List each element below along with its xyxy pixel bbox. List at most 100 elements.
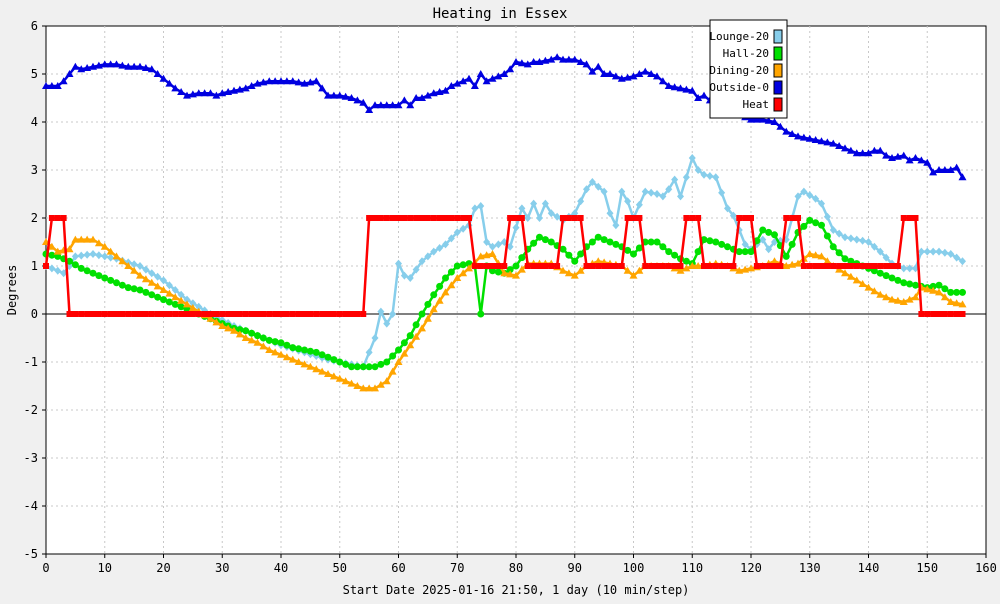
outside-0-point	[53, 82, 62, 89]
dining-20-point	[294, 358, 303, 365]
lounge-20-point	[947, 250, 955, 258]
dining-20-point	[136, 271, 144, 279]
outside-0-point	[747, 115, 755, 123]
outside-0-point	[47, 82, 56, 89]
heat-point	[90, 311, 96, 317]
legend-label-heat: Heat	[743, 98, 770, 111]
legend: Lounge-20 Hall-20 Dining-20 Outside-0 Heat	[709, 19, 788, 119]
outside-0-point	[535, 58, 544, 65]
outside-0-point	[805, 134, 814, 142]
lounge-20-point	[682, 173, 690, 182]
outside-0-point	[71, 62, 80, 70]
outside-0-point	[77, 65, 86, 73]
x-axis-label: Start Date 2025-01-16 21:50, 1 day (10 m…	[343, 583, 690, 597]
dining-20-point	[65, 245, 74, 253]
lounge-20-point	[195, 302, 203, 311]
heat-point	[689, 215, 696, 221]
dining-20-point	[946, 298, 955, 305]
dining-20-point	[141, 275, 150, 283]
outside-0-point	[218, 89, 227, 97]
dining-20-point	[476, 252, 485, 260]
lounge-20-point	[365, 348, 373, 357]
outside-0-point	[629, 72, 638, 80]
heat-point	[818, 263, 825, 269]
dining-20-point	[952, 299, 961, 307]
heat-point	[853, 263, 860, 269]
dining-20-point	[459, 269, 468, 277]
lounge-20-point	[677, 192, 684, 201]
heat-point	[736, 215, 743, 221]
lounge-20-point	[870, 242, 878, 251]
outside-0-point	[494, 72, 503, 80]
hall-20-point	[330, 356, 338, 364]
hall-20-point	[365, 363, 373, 371]
lounge-20-point	[700, 170, 708, 179]
lounge-20-point	[941, 248, 949, 257]
hall-20-point	[682, 257, 690, 265]
hall-20-point	[612, 240, 620, 248]
dining-20-point	[805, 250, 814, 257]
lounge-20-point	[812, 194, 820, 203]
outside-0-point	[811, 136, 820, 143]
heat-point	[231, 311, 237, 317]
outside-0-point	[412, 94, 421, 101]
outside-0-point	[664, 82, 673, 89]
outside-0-point	[788, 130, 797, 137]
y-tick-label: 6	[31, 19, 38, 33]
dining-20-point	[188, 304, 197, 311]
dining-20-point	[882, 293, 891, 301]
lounge-20-point	[865, 238, 872, 246]
x-tick-label: 120	[740, 561, 762, 575]
heat-point	[953, 311, 960, 317]
lounge-20-point	[160, 276, 167, 285]
legend-swatch-hall-20	[773, 46, 783, 61]
dining-20-point	[224, 324, 233, 332]
heat-point	[607, 263, 613, 269]
hall-20-point	[89, 269, 97, 277]
outside-0-point	[758, 115, 767, 123]
hall-20-point	[747, 248, 755, 256]
lounge-20-point	[494, 240, 502, 249]
lounge-20-point	[694, 166, 702, 174]
hall-20-point	[348, 363, 355, 371]
dining-20-point	[782, 262, 791, 269]
dining-20-point	[53, 247, 62, 255]
dining-20-point	[341, 377, 350, 385]
heat-point	[789, 215, 796, 221]
hall-20-point	[436, 282, 444, 290]
lounge-20-point	[424, 252, 432, 261]
dining-20-point	[112, 252, 121, 260]
outside-0-point	[817, 137, 826, 145]
hall-20-point	[289, 344, 297, 352]
heat-point	[395, 215, 402, 221]
x-tick-label: 20	[156, 561, 170, 575]
outside-0-point	[376, 101, 385, 109]
hall-20-point	[160, 296, 167, 304]
lounge-20-point	[624, 197, 632, 206]
dining-20-point	[858, 280, 867, 287]
dining-20-point	[259, 342, 268, 350]
lounge-20-point	[688, 154, 696, 162]
heat-point	[947, 311, 954, 317]
hall-20-point	[295, 345, 303, 353]
outside-0-point	[200, 89, 209, 97]
lounge-20-point	[536, 214, 543, 222]
dining-20-point	[130, 266, 139, 274]
hall-20-point	[624, 246, 632, 254]
hall-20-point	[647, 238, 655, 246]
lounge-20-point	[906, 264, 914, 273]
x-tick-label: 100	[623, 561, 645, 575]
outside-0-point	[905, 156, 914, 164]
outside-0-point	[282, 77, 291, 85]
hall-20-point	[706, 237, 714, 245]
chart-title: Heating in Essex	[433, 6, 568, 22]
dining-20-point	[794, 259, 802, 267]
dining-20-point	[324, 370, 332, 377]
dining-20-point	[923, 285, 932, 293]
hall-20-point	[418, 310, 426, 318]
hall-20-point	[242, 327, 250, 335]
lounge-20-point	[447, 234, 455, 243]
y-axis-label: Degrees	[5, 265, 19, 316]
hall-20-point	[906, 280, 914, 288]
lounge-20-point	[371, 334, 379, 342]
